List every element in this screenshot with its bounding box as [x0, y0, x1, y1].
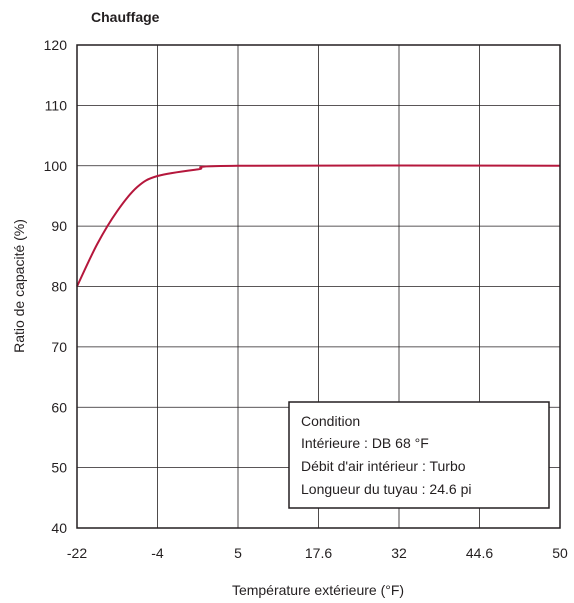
y-tick-label: 40 [51, 520, 67, 536]
y-tick-label: 80 [51, 279, 67, 295]
x-tick-label: 32 [391, 545, 407, 561]
condition-line-1: Condition [301, 413, 360, 429]
y-tick-label: 70 [51, 339, 67, 355]
y-tick-label: 90 [51, 218, 67, 234]
x-tick-label: 17.6 [305, 545, 332, 561]
x-axis-label: Température extérieure (°F) [232, 582, 404, 598]
y-axis-label: Ratio de capacité (%) [11, 219, 27, 353]
plot-frame [76, 44, 561, 529]
y-tick-label: 50 [51, 460, 67, 476]
capacity-ratio-line [76, 164, 561, 287]
chart-title: Chauffage [91, 9, 160, 25]
y-tick-labels: 40 50 60 70 80 90 100 110 120 [44, 37, 68, 536]
condition-line-3: Débit d'air intérieur : Turbo [301, 458, 466, 474]
y-tick-label: 120 [44, 37, 68, 53]
y-tick-label: 110 [45, 97, 68, 113]
y-tick-label: 60 [51, 399, 67, 415]
x-tick-label: 50 [552, 545, 568, 561]
x-tick-labels: -22 -4 5 17.6 32 44.6 50 [67, 545, 568, 561]
series-layer [76, 164, 561, 287]
x-tick-label: -22 [67, 545, 87, 561]
x-tick-label: 5 [234, 545, 242, 561]
x-tick-label: 44.6 [466, 545, 493, 561]
condition-line-4: Longueur du tuyau : 24.6 pi [301, 481, 471, 497]
condition-box-frame [288, 401, 550, 509]
x-tick-label: -4 [151, 545, 164, 561]
y-tick-label: 100 [44, 158, 68, 174]
condition-box: Condition Intérieure : DB 68 °F Débit d'… [288, 401, 550, 509]
condition-line-2: Intérieure : DB 68 °F [301, 435, 429, 451]
